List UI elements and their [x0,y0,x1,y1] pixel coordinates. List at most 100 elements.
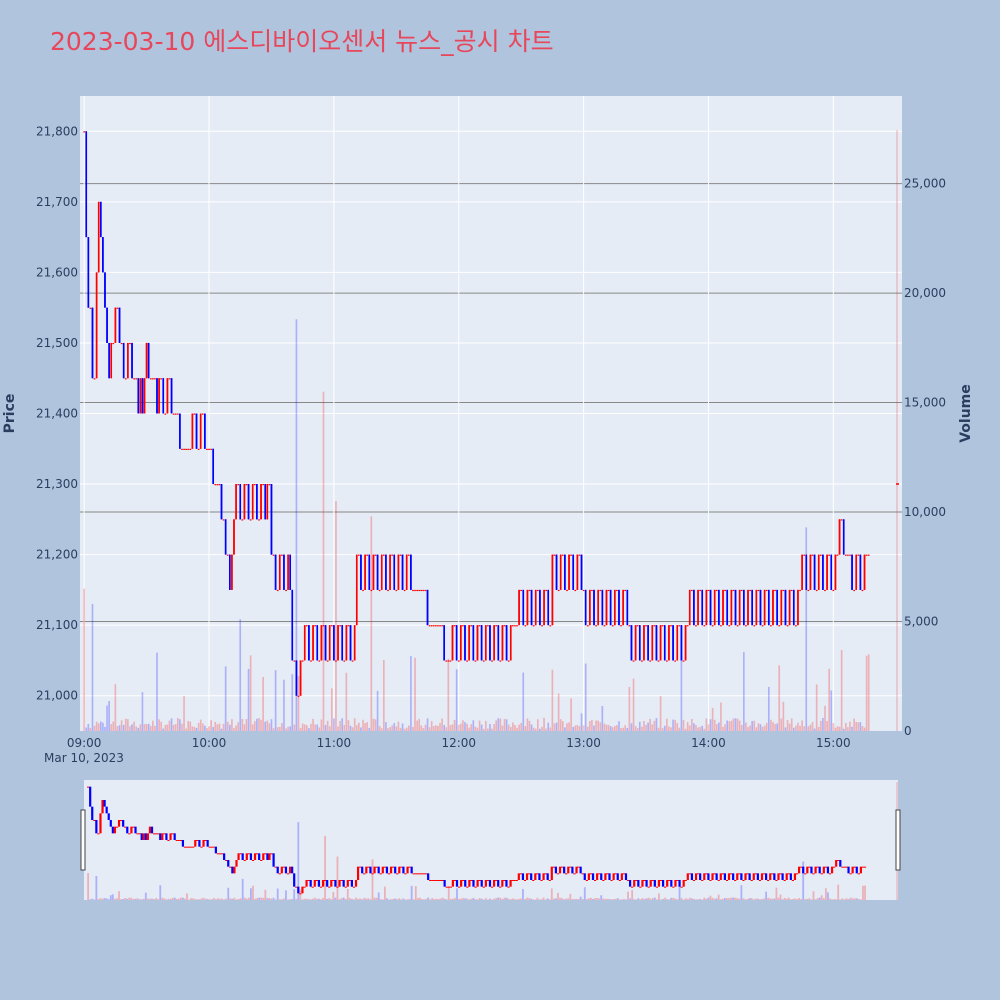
rangeslider-volume-bar [686,898,689,900]
candle-body [734,589,737,626]
rangeslider-volume-bar [587,898,590,900]
candle-body [91,307,94,379]
volume-bar [127,719,129,731]
volume-bar [765,722,768,731]
volume-bar [767,686,770,731]
volume-bar [838,726,841,731]
volume-bar [349,725,352,731]
rangeslider-candle [499,886,502,888]
volume-bar [437,725,439,731]
volume-bar [108,701,110,731]
rangeslider-candle [288,866,292,874]
volume-bar [166,724,169,731]
rangeslider-volume-bar [746,898,749,900]
rangeslider-volume-bar [375,897,378,900]
rangeslider-volume-bar [258,897,261,900]
time-tick-label: 11:00 [317,736,352,750]
rangeslider-candle [328,886,331,888]
volume-bar [780,718,783,731]
volume-bar [718,722,720,731]
volume-bar [330,688,333,731]
rangeslider-volume-bar [435,898,438,900]
rangeslider-volume-bar [144,892,147,900]
rangeslider-volume-bar [505,897,508,900]
rangeslider-volume-bar [233,897,236,900]
rangeslider-volume-bar [752,899,755,900]
volume-bar [499,718,502,731]
rangeslider-candle [717,880,720,881]
candle-body [545,589,547,592]
volume-bar [312,718,314,731]
rangeslider-volume-bar [526,897,528,900]
volume-bar [89,727,92,731]
candle-body [224,519,227,555]
volume-bar [247,668,250,731]
candle-body [270,484,273,555]
volume-bar [730,720,733,731]
volume-bar [759,724,762,731]
candle-body [570,554,572,556]
candle-body [333,625,335,661]
rangeslider-candle [167,840,170,841]
rangeslider-candle [441,880,444,881]
rangeslider-candle [431,880,434,881]
volume-bar [162,728,165,731]
candle-body [711,625,714,627]
rangeslider-volume-bar [618,899,621,900]
candle-body [674,660,677,662]
volume-bar [137,727,140,731]
rangeslider-candle [538,873,541,880]
candle-body [312,625,314,661]
rangeslider-volume-bar [149,898,151,900]
rangeslider-volume-bar [394,898,397,900]
candle-body [137,378,140,414]
rangeslider-volume-bar [198,899,201,900]
rangeslider-candle [797,866,801,874]
candle-body [851,554,853,590]
rangeslider-volume-bar [134,898,137,900]
candle-body [595,625,597,627]
volume-bar [688,725,691,731]
volume-bar [776,723,778,731]
rangeslider-volume-bar [146,898,149,900]
candle-body [243,484,246,520]
volume-bar [343,724,346,731]
volume-bar [534,728,537,731]
candle-body [405,554,408,590]
rangeslider-candle [165,833,168,840]
volume-bar [828,668,830,731]
volume-bar [541,726,543,731]
volume-bar [597,720,600,731]
volume-bar [216,724,219,731]
volume-bar [303,724,306,731]
rangeslider-volume-bar [765,891,768,900]
candle-body [786,625,789,627]
rangeslider-candle [150,826,154,834]
rangeslider-candle [758,880,762,881]
rangeslider-volume-bar [381,899,384,900]
candle-body [164,413,167,415]
rangeslider-candle [812,873,815,875]
candle-body [439,625,441,627]
rangeslider-handle-right[interactable] [895,809,901,871]
rangeslider-candle [260,860,263,861]
volume-bar [661,728,664,731]
rangeslider-volume-bar [309,899,312,900]
rangeslider-handle-left[interactable] [80,809,86,871]
rangeslider-volume-bar [456,888,458,900]
volume-bar [204,725,206,731]
volume-tick-label: 15,000 [904,396,946,410]
rangeslider-volume-bar [511,898,514,900]
candle-body [649,660,652,662]
candle-body [728,625,731,627]
volume-bar [836,726,839,731]
candle-body [162,378,165,414]
rangeslider-volume-bar [361,899,364,900]
volume-bar [291,674,294,731]
volume-bar [276,727,279,731]
volume-bar [484,720,487,731]
rangeslider-candle [536,873,539,875]
volume-bar [355,725,358,731]
rangeslider-candle [554,866,558,874]
